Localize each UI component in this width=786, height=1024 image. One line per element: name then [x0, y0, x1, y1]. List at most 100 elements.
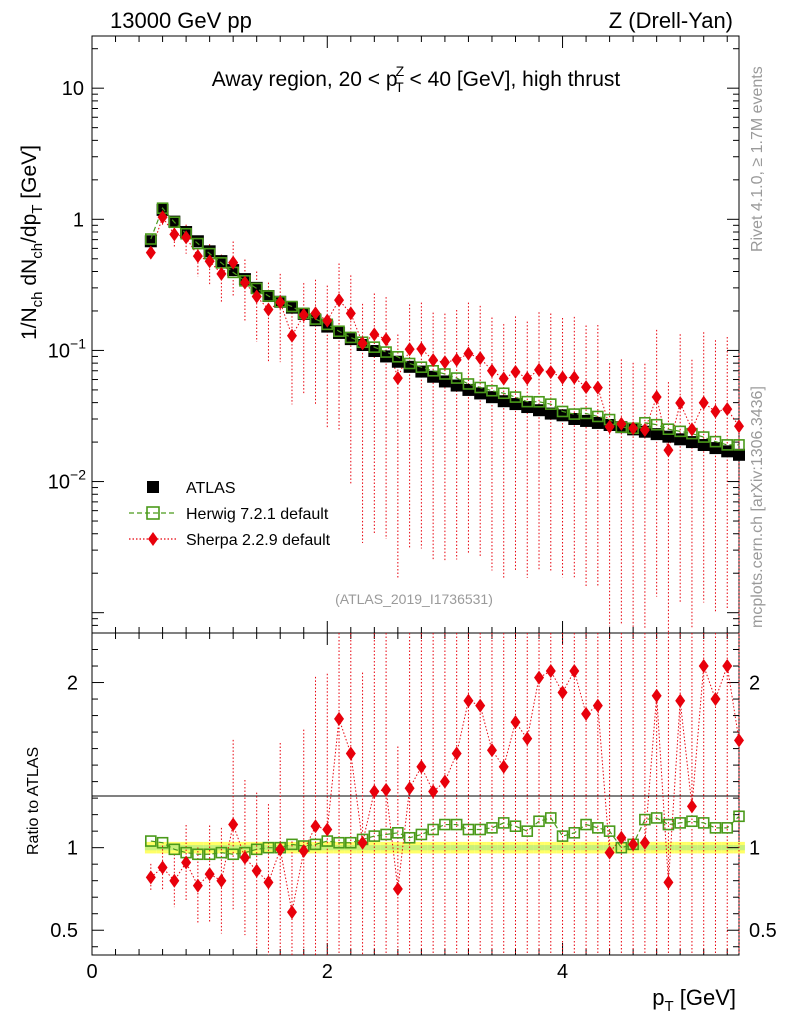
herwig-point	[650, 418, 663, 431]
sherpa-ratio-point	[663, 875, 674, 890]
herwig-point	[580, 407, 592, 420]
header-left: 13000 GeV pp	[110, 8, 252, 33]
herwig-ratio-point	[415, 828, 428, 841]
sherpa-ratio-point	[498, 759, 509, 774]
sherpa-ratio-point	[675, 693, 686, 708]
herwig-ratio-point	[650, 812, 663, 824]
herwig-ratio-point	[344, 836, 357, 849]
sherpa-point	[557, 370, 568, 385]
legend: ATLAS Herwig 7.2.1 default Sherpa 2.2.9 …	[129, 480, 331, 549]
sherpa-point	[216, 266, 227, 281]
y-tick-label: 10−1	[48, 335, 86, 362]
sherpa-point	[534, 362, 545, 377]
sherpa-ratio-point	[522, 731, 533, 746]
ratio-tick-label-right: 1	[749, 838, 760, 860]
sherpa-point	[604, 419, 615, 434]
legend-label-sherpa: Sherpa 2.2.9 default	[186, 532, 331, 549]
herwig-ratio-point	[168, 843, 181, 856]
sherpa-point	[286, 328, 297, 343]
herwig-point	[392, 351, 404, 363]
x-axis-label: pT [GeV]	[652, 985, 736, 1015]
mcplots-label: mcplots.cern.ch [arXiv:1306.3436]	[749, 386, 766, 628]
sherpa-ratio-point	[439, 774, 450, 789]
herwig-ratio-point	[486, 822, 498, 834]
sherpa-ratio-point	[557, 685, 568, 700]
sherpa-ratio-point	[451, 746, 462, 761]
sherpa-ratio-point	[204, 867, 215, 882]
x-tick-label: 4	[557, 961, 568, 983]
sherpa-point	[404, 342, 415, 357]
herwig-ratio-point	[145, 835, 157, 847]
herwig-ratio-point	[439, 818, 451, 831]
herwig-point	[509, 391, 522, 403]
sherpa-ratio-point	[404, 781, 415, 796]
sherpa-point	[392, 371, 403, 386]
sherpa-point	[463, 346, 474, 361]
sherpa-ratio-point	[381, 782, 392, 797]
herwig-point	[403, 357, 416, 370]
sherpa-ratio-point	[698, 659, 709, 674]
sherpa-point	[651, 389, 662, 404]
sherpa-ratio-point	[169, 873, 180, 888]
sherpa-point	[522, 371, 533, 386]
sherpa-point	[451, 352, 462, 367]
herwig-ratio-point	[450, 818, 463, 831]
sherpa-ratio-point	[616, 830, 627, 845]
sherpa-ratio-point	[722, 659, 733, 674]
sherpa-ratio-point	[216, 873, 227, 888]
herwig-point	[568, 408, 581, 420]
ratio-y-label: Ratio to ATLAS	[25, 747, 42, 855]
header-right: Z (Drell-Yan)	[609, 8, 733, 33]
ratio-tick-label-left: 1	[67, 838, 78, 860]
ratio-plot-frame	[91, 632, 740, 956]
x-tick-label: 2	[322, 961, 333, 983]
sherpa-ratio-point	[486, 743, 497, 758]
ratio-band-bin-inner	[168, 845, 181, 851]
herwig-point	[486, 384, 498, 397]
sherpa-point	[357, 336, 368, 351]
herwig-ratio-point	[380, 828, 392, 841]
chart-title: Away region, 20 < pZ T < 40 [GeV], high t…	[212, 63, 621, 95]
herwig-ratio-point	[333, 836, 345, 849]
herwig-point	[733, 439, 745, 451]
herwig-ratio-point	[568, 827, 581, 839]
sherpa-point	[192, 249, 203, 264]
sherpa-point	[592, 380, 603, 395]
sherpa-point	[416, 341, 427, 356]
ratio-band-bin-inner	[286, 845, 298, 851]
herwig-ratio-point	[497, 817, 510, 829]
ratio-band-bin-inner	[391, 845, 404, 851]
rivet-label: Rivet 4.1.0, ≥ 1.7M events	[749, 66, 766, 252]
y-tick-label: 10	[62, 78, 84, 100]
sherpa-ratio-point	[651, 688, 662, 703]
herwig-ratio-point	[697, 817, 710, 829]
sherpa-point	[439, 355, 450, 370]
sherpa-point	[698, 395, 709, 410]
sherpa-ratio-point	[639, 835, 650, 850]
herwig-point	[168, 216, 181, 229]
sherpa-point	[639, 423, 650, 438]
atlas-point	[591, 416, 604, 429]
herwig-point	[380, 346, 392, 358]
sherpa-ratio-point	[416, 759, 427, 774]
sherpa-point	[275, 295, 286, 310]
herwig-point	[450, 372, 463, 384]
sherpa-ratio-point	[251, 863, 262, 878]
sherpa-ratio-point	[581, 706, 592, 721]
ratio-band-bin-inner	[321, 845, 334, 851]
herwig-point	[333, 325, 345, 338]
atlas-point	[427, 370, 440, 383]
herwig-ratio-point	[521, 825, 534, 837]
herwig-ratio-point	[250, 843, 263, 856]
herwig-ratio-point	[686, 815, 698, 828]
legend-label-herwig: Herwig 7.2.1 default	[186, 506, 329, 523]
sherpa-point	[475, 351, 486, 366]
ratio-band-bin-inner	[144, 845, 157, 851]
y-axis-label: 1/Nch dNch/dpT [GeV]	[18, 145, 46, 340]
sherpa-ratio-point	[686, 799, 697, 814]
herwig-ratio-point	[580, 818, 592, 831]
herwig-point	[556, 405, 569, 418]
herwig-ratio-point	[556, 830, 569, 842]
herwig-point	[474, 381, 487, 394]
